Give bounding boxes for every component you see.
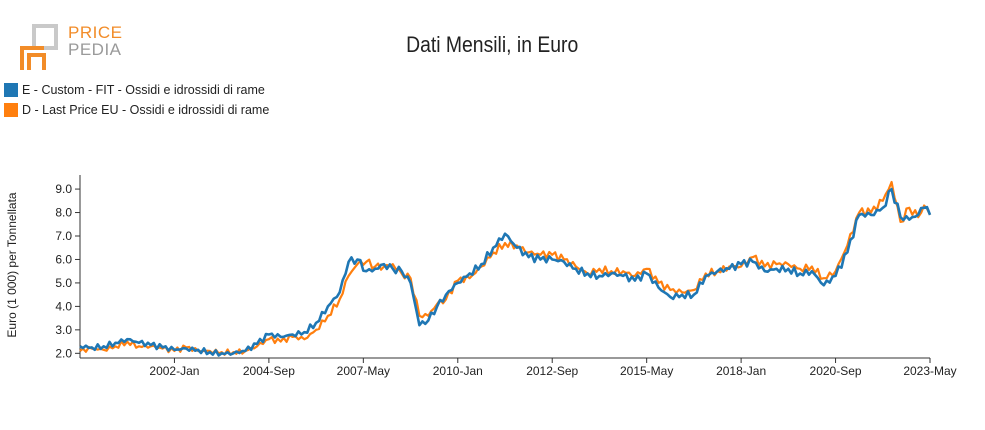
legend-swatch-d (4, 103, 18, 117)
axes: 2.0 3.0 4.0 5.0 6.0 7.0 8.0 9.0 2002-Jan 2004-Sep… (55, 175, 957, 378)
legend-label-d: D - Last Price EU - Ossidi e idrossidi d… (22, 103, 270, 117)
y-axis-title: Euro (1 000) per Tonnellata (5, 192, 19, 338)
y-tick-label: 9.0 (55, 182, 72, 196)
legend-label-e: E - Custom - FIT - Ossidi e idrossidi di… (22, 83, 265, 97)
series-line-e (79, 187, 932, 357)
y-tick-label: 8.0 (55, 206, 72, 220)
legend-item-e[interactable]: E - Custom - FIT - Ossidi e idrossidi di… (4, 80, 269, 100)
legend-swatch-e (4, 83, 18, 97)
y-tick-label: 5.0 (55, 276, 72, 290)
legend: E - Custom - FIT - Ossidi e idrossidi di… (4, 80, 269, 120)
logo-text: PRICE PEDIA (68, 24, 122, 58)
series-layer (79, 180, 932, 357)
x-tick-label: 2004-Sep (243, 364, 295, 378)
y-tick-label: 2.0 (55, 346, 72, 360)
x-tick-label: 2020-Sep (810, 364, 862, 378)
x-tick-label: 2007-May (337, 364, 390, 378)
logo-line2: PEDIA (68, 40, 122, 59)
x-tick-label: 2015-May (620, 364, 673, 378)
y-tick-label: 7.0 (55, 229, 72, 243)
y-tick-label: 6.0 (55, 252, 72, 266)
x-tick-label: 2018-Jan (716, 364, 766, 378)
chart-title: Dati Mensili, in Euro (406, 32, 579, 57)
x-tick-label: 2010-Jan (433, 364, 483, 378)
y-tick-label: 3.0 (55, 323, 72, 337)
x-tick-label: 2023-May (903, 364, 956, 378)
pricepedia-logo: PRICE PEDIA (20, 24, 130, 74)
series-line-d (79, 180, 931, 356)
y-tick-label: 4.0 (55, 299, 72, 313)
logo-line1: PRICE (68, 23, 123, 42)
logo-mark-icon (20, 24, 58, 70)
legend-item-d[interactable]: D - Last Price EU - Ossidi e idrossidi d… (4, 100, 269, 120)
x-tick-label: 2012-Sep (526, 364, 578, 378)
x-tick-label: 2002-Jan (149, 364, 199, 378)
